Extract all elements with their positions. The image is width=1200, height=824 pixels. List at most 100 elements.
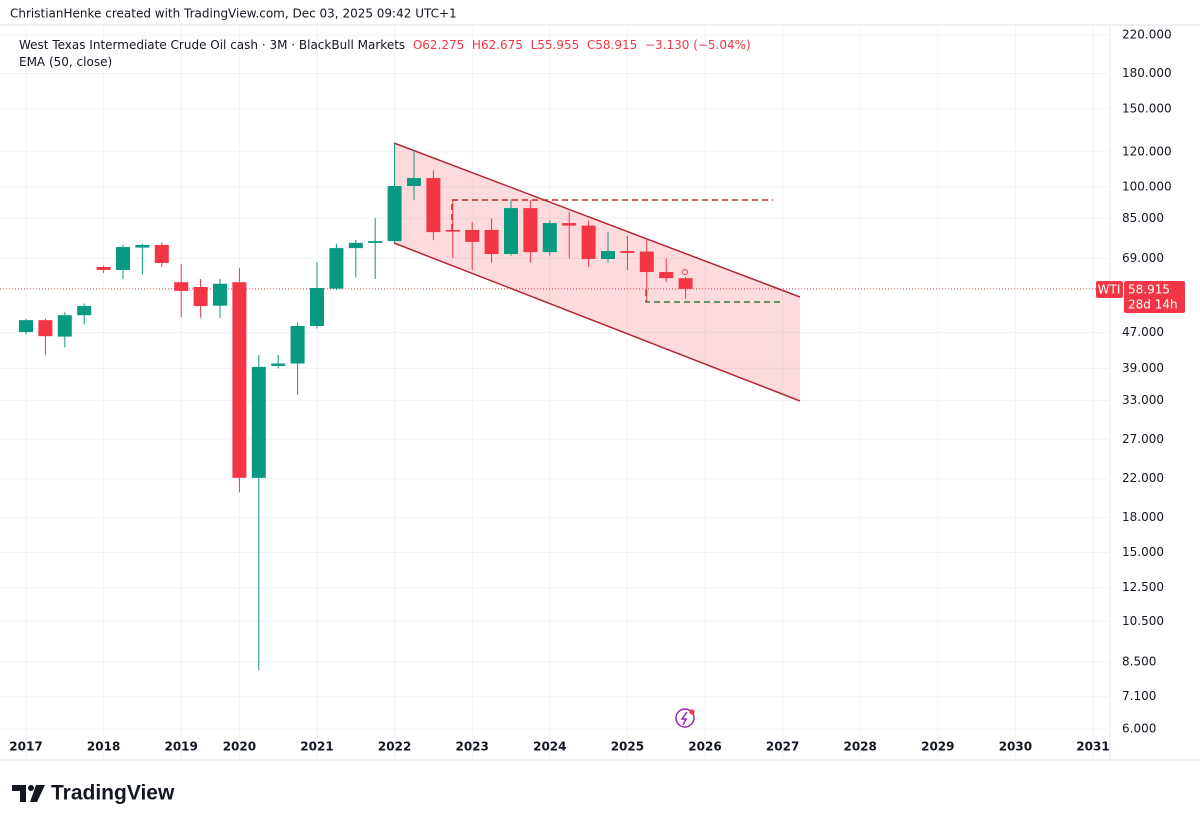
- y-tick-label: 47.000: [1122, 325, 1164, 339]
- price-box: [1124, 281, 1185, 313]
- candle-body: [213, 283, 227, 306]
- c-value: 58.915: [595, 38, 638, 52]
- brand: TradingView: [51, 782, 175, 805]
- price-tag: WTI 58.915 28d 14h: [1096, 281, 1185, 313]
- y-tick-label: 180.000: [1122, 66, 1172, 80]
- channel-lower: [393, 242, 801, 402]
- c-label: C: [586, 38, 596, 52]
- l-value: 55.955: [537, 38, 580, 52]
- candle-body: [639, 251, 654, 273]
- candle-body: [581, 225, 596, 260]
- candle-body: [38, 320, 53, 337]
- legend-title: West Texas Intermediate Crude Oil cash ·…: [19, 38, 751, 52]
- x-tick-label: 2028: [843, 740, 876, 754]
- candle-body: [232, 282, 247, 478]
- indicator: EMA (50, close): [19, 55, 113, 69]
- candle-body: [562, 223, 577, 226]
- y-tick-label: 69.000: [1122, 251, 1164, 265]
- candle-body: [659, 272, 674, 279]
- grid: [0, 25, 1110, 760]
- x-tick-label: 2024: [533, 740, 566, 754]
- y-tick-label: 220.000: [1122, 27, 1172, 41]
- x-tick-label: 2018: [87, 740, 120, 754]
- change: −3.130: [644, 38, 690, 52]
- candle-body: [174, 282, 189, 291]
- candle-body: [57, 315, 72, 337]
- y-tick-label: 27.000: [1122, 432, 1164, 446]
- candle-body: [523, 208, 538, 253]
- candle-body: [135, 244, 150, 248]
- candle-body: [504, 208, 518, 255]
- x-tick-label: 2020: [223, 740, 256, 754]
- o-value: 62.275: [422, 38, 465, 52]
- x-tick-label: 2026: [688, 740, 721, 754]
- news-icon-bolt: [680, 711, 688, 726]
- channel-fill: [394, 143, 800, 401]
- y-tick-label: 7.100: [1122, 689, 1156, 703]
- logo-mark: [30, 785, 45, 802]
- attribution: ChristianHenke created with TradingView.…: [10, 7, 457, 21]
- candle-body: [407, 178, 421, 186]
- h-label: H: [471, 38, 481, 52]
- candle-body: [19, 320, 33, 333]
- candle-body: [484, 229, 499, 255]
- candle-body: [116, 247, 130, 270]
- y-tick-label: 39.000: [1122, 361, 1164, 375]
- candle-body: [620, 251, 635, 253]
- o-label: O: [412, 38, 423, 52]
- x-tick-label: 2029: [921, 740, 954, 754]
- symbol-label: WTI: [1098, 283, 1121, 297]
- y-tick-label: 150.000: [1122, 101, 1172, 115]
- candles: [19, 143, 693, 671]
- logo-mark: [12, 785, 26, 802]
- l-label: L: [530, 38, 538, 52]
- candle-body: [542, 223, 557, 253]
- y-tick-label: 100.000: [1122, 179, 1172, 193]
- candle-body: [154, 244, 169, 263]
- resistance-dashed: [451, 199, 773, 230]
- y-tick-label: 18.000: [1122, 510, 1164, 524]
- candle-body: [77, 306, 92, 316]
- x-tick-label: 2031: [1076, 740, 1109, 754]
- y-tick-label: 15.000: [1122, 545, 1164, 559]
- candle-body: [310, 287, 324, 326]
- h-value: 62.675: [480, 38, 523, 52]
- title: West Texas Intermediate Crude Oil cash ·…: [19, 38, 406, 52]
- candle-body: [465, 229, 480, 242]
- candle-body: [329, 248, 344, 289]
- brand-logo: [12, 785, 45, 802]
- news-icon: [675, 708, 695, 728]
- y-tick-label: 33.000: [1122, 393, 1164, 407]
- candle-body: [96, 267, 111, 270]
- candle-body: [348, 242, 363, 249]
- alert-marker: [682, 269, 688, 275]
- x-tick-label: 2030: [999, 740, 1032, 754]
- candle-body: [251, 366, 266, 478]
- y-tick-label: 6.000: [1122, 722, 1156, 736]
- x-tick-label: 2017: [9, 740, 42, 754]
- candle-body: [271, 363, 286, 366]
- candle-body: [426, 178, 441, 233]
- support-dashed: [645, 290, 782, 303]
- y-tick-label: 85.000: [1122, 211, 1164, 225]
- y-tick-label: 10.500: [1122, 614, 1164, 628]
- change-percent: (−5.04%): [693, 38, 751, 52]
- candle-body: [193, 286, 208, 307]
- candle-body: [368, 241, 383, 243]
- x-tick-label: 2023: [455, 740, 488, 754]
- candle-body: [290, 325, 305, 364]
- symbol-box: [1096, 281, 1123, 298]
- ohlc: O62.275 H62.675 L55.955 C58.915 −3.130 (…: [413, 38, 751, 52]
- y-tick-label: 120.000: [1122, 144, 1172, 158]
- y-tick-label: 22.000: [1122, 471, 1164, 485]
- y-tick-label: 8.500: [1122, 655, 1156, 669]
- candle-body: [387, 185, 402, 242]
- news-icon-dot: [689, 709, 695, 715]
- candle-body: [445, 229, 460, 232]
- x-tick-label: 2027: [766, 740, 799, 754]
- logo-dot: [28, 785, 34, 791]
- channel-upper: [393, 142, 801, 298]
- countdown: 28d 14h: [1128, 298, 1178, 312]
